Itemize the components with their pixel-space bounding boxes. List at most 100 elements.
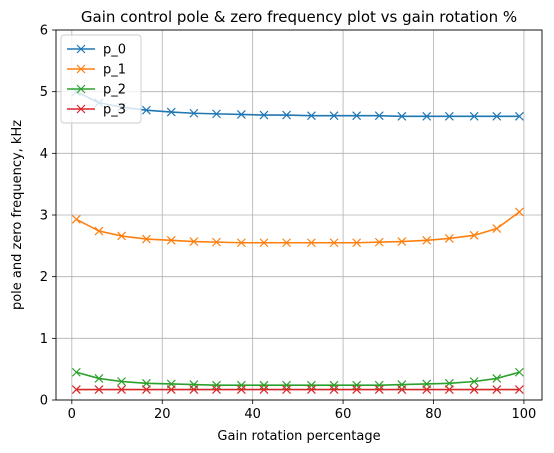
data-point-p_2 bbox=[236, 380, 246, 390]
data-point-p_3 bbox=[141, 385, 151, 394]
data-point-p_2 bbox=[212, 380, 221, 390]
data-point-p_2 bbox=[117, 377, 126, 386]
data-point-p_0 bbox=[352, 111, 362, 121]
data-point-p_1 bbox=[141, 234, 151, 244]
legend-marker bbox=[76, 44, 86, 54]
y-axis-label: pole and zero frequency, kHz bbox=[10, 120, 25, 310]
data-point-p_3 bbox=[212, 385, 221, 394]
data-point-p_1 bbox=[212, 237, 221, 247]
data-point-p_3 bbox=[282, 385, 291, 394]
data-point-p_1 bbox=[94, 226, 104, 236]
chart-title: Gain control pole & zero frequency plot … bbox=[81, 8, 517, 26]
y-tick-label: 2 bbox=[40, 270, 48, 285]
data-point-p_1 bbox=[236, 238, 246, 248]
legend-marker bbox=[76, 64, 86, 74]
data-point-p_0 bbox=[397, 111, 407, 121]
data-point-p_3 bbox=[329, 385, 339, 394]
x-tick-label: 20 bbox=[154, 407, 171, 422]
legend-label: p_1 bbox=[103, 63, 126, 78]
data-point-p_1 bbox=[397, 237, 407, 246]
data-point-p_1 bbox=[282, 238, 291, 248]
data-point-p_3 bbox=[469, 385, 479, 394]
data-point-p_1 bbox=[117, 231, 126, 241]
legend-box bbox=[60, 34, 142, 124]
data-point-p_3 bbox=[189, 385, 199, 394]
data-point-p_1 bbox=[422, 235, 432, 245]
data-point-p_3 bbox=[117, 385, 126, 394]
data-point-p_1 bbox=[329, 238, 339, 248]
data-point-p_0 bbox=[374, 111, 384, 121]
data-point-p_1 bbox=[307, 238, 316, 248]
data-point-p_2 bbox=[259, 380, 269, 390]
data-point-p_0 bbox=[212, 109, 221, 119]
series-line-p_0 bbox=[75, 90, 520, 118]
legend-item-p_3: p_3 bbox=[67, 103, 126, 118]
data-point-p_2 bbox=[307, 380, 316, 390]
data-point-p_1 bbox=[444, 234, 454, 243]
data-point-p_3 bbox=[166, 385, 176, 394]
data-point-p_0 bbox=[514, 111, 524, 121]
x-tick-label: 40 bbox=[244, 407, 261, 422]
y-tick-label: 3 bbox=[40, 209, 48, 224]
data-point-p_2 bbox=[469, 377, 479, 386]
x-tick-label: 80 bbox=[425, 407, 442, 422]
data-point-p_3 bbox=[71, 385, 81, 394]
data-point-p_0 bbox=[141, 105, 151, 115]
data-point-p_3 bbox=[236, 385, 246, 394]
data-point-p_2 bbox=[282, 380, 291, 390]
y-tick-label: 5 bbox=[40, 85, 48, 100]
x-axis-label: Gain rotation percentage bbox=[217, 429, 380, 444]
data-point-p_2 bbox=[352, 380, 362, 390]
data-point-p_2 bbox=[374, 380, 384, 390]
x-tick-label: 0 bbox=[68, 407, 76, 422]
data-point-p_3 bbox=[94, 385, 104, 394]
series-p_1 bbox=[71, 207, 524, 248]
data-point-p_1 bbox=[492, 224, 502, 233]
legend-label: p_0 bbox=[103, 43, 126, 58]
data-point-p_3 bbox=[444, 385, 454, 394]
legend-item-p_0: p_0 bbox=[67, 43, 126, 58]
y-tick-label: 1 bbox=[40, 332, 48, 347]
data-point-p_1 bbox=[514, 207, 524, 217]
grid bbox=[56, 29, 542, 401]
legend-marker bbox=[76, 84, 86, 94]
data-point-p_3 bbox=[374, 385, 384, 394]
data-point-p_0 bbox=[307, 111, 316, 121]
legend-item-p_1: p_1 bbox=[67, 63, 126, 78]
data-point-p_3 bbox=[492, 385, 502, 394]
data-point-p_0 bbox=[492, 111, 502, 121]
data-point-p_1 bbox=[189, 237, 199, 246]
data-point-p_2 bbox=[329, 380, 339, 390]
data-point-p_3 bbox=[307, 385, 316, 394]
series-line-p_1 bbox=[75, 211, 520, 244]
data-point-p_2 bbox=[514, 367, 524, 377]
data-point-p_0 bbox=[444, 111, 454, 121]
data-point-p_0 bbox=[189, 108, 199, 118]
ticks: 0 20 40 60 80 100 0 1 2 3 4 5 6 bbox=[40, 24, 537, 423]
data-point-p_3 bbox=[422, 385, 432, 394]
legend-label: p_2 bbox=[103, 83, 126, 98]
data-point-p_0 bbox=[329, 111, 339, 121]
legend: p_0 p_1 p_2 p_3 bbox=[60, 34, 142, 124]
y-tick-label: 6 bbox=[40, 24, 48, 39]
series-p_3 bbox=[71, 385, 524, 394]
data-point-p_1 bbox=[259, 238, 269, 248]
legend-item-p_2: p_2 bbox=[67, 83, 126, 98]
data-point-p_1 bbox=[374, 237, 384, 247]
data-point-p_0 bbox=[259, 110, 269, 120]
data-point-p_1 bbox=[469, 230, 479, 240]
series-line-p_2 bbox=[76, 371, 520, 387]
data-point-p_0 bbox=[166, 107, 176, 117]
x-tick-label: 60 bbox=[335, 407, 352, 422]
data-point-p_1 bbox=[352, 238, 362, 248]
data-point-p_0 bbox=[469, 111, 479, 121]
data-point-p_2 bbox=[492, 373, 502, 383]
data-point-p_2 bbox=[71, 367, 81, 377]
legend-label: p_3 bbox=[103, 103, 126, 118]
x-tick-label: 100 bbox=[512, 407, 537, 422]
data-point-p_0 bbox=[236, 110, 246, 119]
data-point-p_3 bbox=[514, 385, 524, 394]
y-tick-label: 4 bbox=[40, 147, 48, 162]
